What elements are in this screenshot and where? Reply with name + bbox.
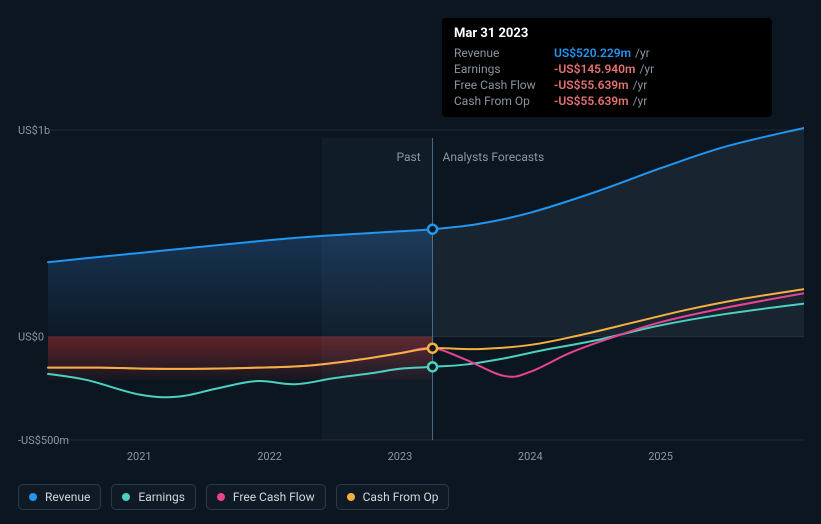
legend-label: Revenue bbox=[45, 490, 90, 504]
legend-color-dot bbox=[217, 493, 225, 501]
chart-legend: Revenue Earnings Free Cash Flow Cash From O… bbox=[18, 484, 449, 510]
legend-color-dot bbox=[122, 493, 130, 501]
tooltip-metric-value: US$520.229m bbox=[554, 46, 631, 60]
hover-tooltip: Mar 31 2023 RevenueUS$520.229m/yrEarning… bbox=[442, 18, 772, 117]
tooltip-date: Mar 31 2023 bbox=[454, 26, 760, 41]
svg-text:2023: 2023 bbox=[388, 450, 413, 463]
tooltip-metric-value: -US$145.940m bbox=[554, 62, 635, 76]
section-label-forecast: Analysts Forecasts bbox=[443, 150, 545, 164]
svg-text:2021: 2021 bbox=[127, 450, 152, 463]
legend-label: Free Cash Flow bbox=[233, 490, 315, 504]
tooltip-metric-value: -US$55.639m bbox=[554, 78, 629, 92]
tooltip-suffix: /yr bbox=[633, 78, 648, 92]
legend-item-revenue[interactable]: Revenue bbox=[18, 484, 101, 510]
tooltip-row: Cash From Op-US$55.639m/yr bbox=[454, 93, 760, 109]
tooltip-metric-label: Revenue bbox=[454, 46, 554, 60]
tooltip-suffix: /yr bbox=[633, 94, 648, 108]
legend-label: Cash From Op bbox=[363, 490, 439, 504]
tooltip-metric-label: Earnings bbox=[454, 62, 554, 76]
tooltip-suffix: /yr bbox=[635, 46, 650, 60]
tooltip-metric-value: -US$55.639m bbox=[554, 94, 629, 108]
tooltip-row: RevenueUS$520.229m/yr bbox=[454, 45, 760, 61]
legend-item-fcf[interactable]: Free Cash Flow bbox=[206, 484, 326, 510]
svg-text:US$1b: US$1b bbox=[18, 124, 50, 137]
legend-label: Earnings bbox=[138, 490, 185, 504]
section-label-past: Past bbox=[397, 150, 421, 164]
legend-item-cfo[interactable]: Cash From Op bbox=[336, 484, 450, 510]
legend-color-dot bbox=[347, 493, 355, 501]
legend-color-dot bbox=[29, 493, 37, 501]
svg-text:2024: 2024 bbox=[518, 450, 543, 463]
tooltip-metric-label: Cash From Op bbox=[454, 94, 554, 108]
tooltip-row: Free Cash Flow-US$55.639m/yr bbox=[454, 77, 760, 93]
svg-text:-US$500m: -US$500m bbox=[18, 434, 69, 447]
tooltip-suffix: /yr bbox=[639, 62, 654, 76]
tooltip-metric-label: Free Cash Flow bbox=[454, 78, 554, 92]
svg-text:2025: 2025 bbox=[648, 450, 673, 463]
legend-item-earnings[interactable]: Earnings bbox=[111, 484, 196, 510]
svg-text:US$0: US$0 bbox=[18, 331, 44, 344]
svg-text:2022: 2022 bbox=[257, 450, 282, 463]
tooltip-row: Earnings-US$145.940m/yr bbox=[454, 61, 760, 77]
